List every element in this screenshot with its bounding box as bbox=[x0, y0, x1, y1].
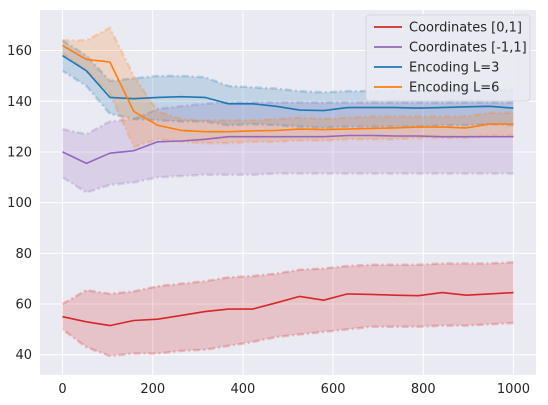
x-tick-label: 200 bbox=[140, 382, 165, 397]
x-tick-label: 1000 bbox=[497, 382, 530, 397]
y-tick-label: 80 bbox=[15, 247, 32, 262]
x-tick-label: 400 bbox=[230, 382, 255, 397]
x-axis-ticks: 0 200 400 600 800 1000 bbox=[58, 382, 530, 397]
series-line-3 bbox=[62, 44, 514, 133]
y-tick-label: 120 bbox=[7, 145, 32, 160]
band-lower-edge-2 bbox=[61, 69, 514, 130]
band-1 bbox=[62, 102, 514, 193]
band-upper-edge-3 bbox=[62, 25, 514, 122]
y-tick-label: 140 bbox=[7, 95, 32, 110]
series-line-1 bbox=[62, 134, 514, 165]
x-tick-label: 800 bbox=[411, 382, 436, 397]
legend-box bbox=[365, 14, 531, 102]
series-line-2 bbox=[62, 54, 514, 112]
series-line-0 bbox=[62, 291, 514, 327]
legend: Coordinates [0,1] Coordinates [-1,1] Encod… bbox=[365, 14, 531, 102]
legend-label: Coordinates [-1,1] bbox=[409, 41, 527, 56]
band-lower-edge-0 bbox=[61, 321, 514, 358]
band-3 bbox=[62, 27, 514, 147]
x-tick-label: 0 bbox=[58, 382, 66, 397]
y-tick-label: 40 bbox=[15, 348, 32, 363]
band-upper-edge-0 bbox=[61, 260, 514, 306]
series-lines bbox=[62, 44, 514, 327]
band-lower-edge-1 bbox=[61, 172, 514, 194]
band-2 bbox=[62, 40, 514, 128]
legend-label: Encoding L=6 bbox=[409, 81, 499, 96]
x-tick-label: 600 bbox=[321, 382, 346, 397]
band-upper-edge-1 bbox=[62, 101, 514, 136]
y-tick-label: 100 bbox=[7, 196, 32, 211]
legend-label: Coordinates [0,1] bbox=[409, 21, 522, 36]
grid bbox=[40, 10, 536, 375]
band-0 bbox=[62, 262, 514, 356]
legend-label: Encoding L=3 bbox=[409, 61, 499, 76]
y-tick-label: 60 bbox=[15, 298, 32, 313]
y-axis-ticks: 40 60 80 100 120 140 160 bbox=[7, 44, 32, 363]
band-lower-edge-3 bbox=[61, 52, 514, 149]
y-tick-label: 160 bbox=[7, 44, 32, 59]
